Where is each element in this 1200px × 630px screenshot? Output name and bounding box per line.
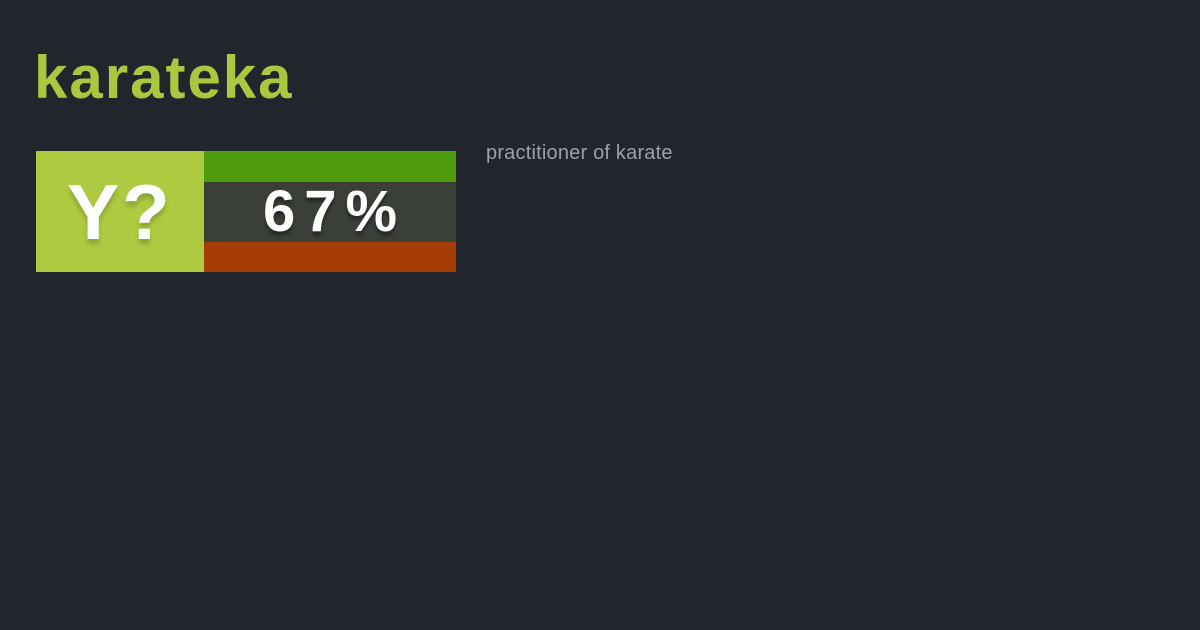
percent-value: 67%	[204, 182, 456, 242]
badge-question-label: Y?	[67, 167, 173, 256]
word-definition: practitioner of karate	[486, 142, 673, 164]
yes-bar	[204, 151, 456, 182]
badge-stats-block: 67%	[204, 151, 456, 272]
badge-question-block: Y?	[36, 151, 204, 272]
no-bar	[204, 242, 456, 272]
word-validity-badge: Y? 67%	[36, 151, 456, 272]
word-title: karateka	[34, 44, 294, 111]
